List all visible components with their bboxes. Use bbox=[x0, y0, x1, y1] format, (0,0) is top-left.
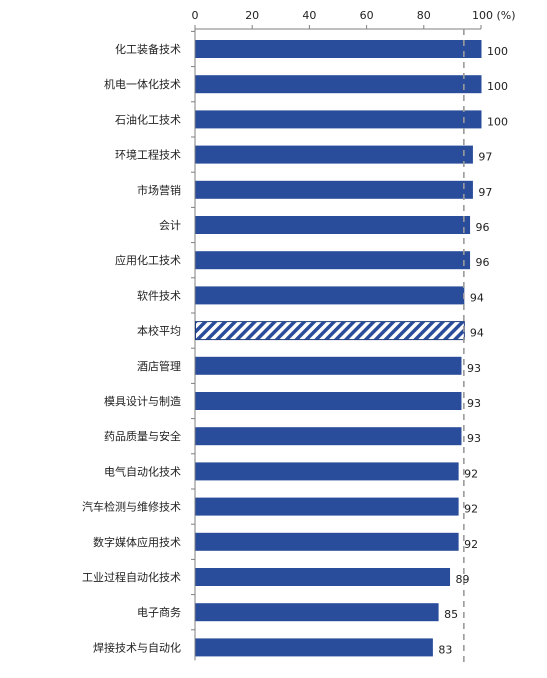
bar bbox=[195, 603, 439, 622]
value-label: 92 bbox=[464, 503, 478, 516]
category-label: 会计 bbox=[159, 219, 181, 232]
category-label: 电子商务 bbox=[137, 605, 181, 619]
category-label: 市场营销 bbox=[137, 183, 181, 197]
value-label: 97 bbox=[478, 186, 492, 199]
x-tick-label: 60 bbox=[360, 9, 374, 22]
value-label: 89 bbox=[456, 573, 470, 586]
bar-school-average bbox=[195, 321, 465, 341]
category-label: 数字媒体应用技术 bbox=[93, 535, 181, 549]
category-label: 应用化工技术 bbox=[115, 253, 181, 267]
category-label: 汽车检测与维修技术 bbox=[82, 500, 181, 514]
category-label: 环境工程技术 bbox=[115, 148, 181, 162]
value-label: 85 bbox=[444, 608, 458, 621]
bar bbox=[195, 75, 482, 94]
category-label: 模具设计与制造 bbox=[104, 394, 181, 408]
category-label: 焊接技术与自动化 bbox=[93, 640, 181, 654]
bar bbox=[195, 497, 459, 516]
value-label: 92 bbox=[464, 467, 478, 480]
value-label: 83 bbox=[438, 643, 452, 656]
category-label: 酒店管理 bbox=[137, 359, 181, 373]
x-tick-label: 80 bbox=[417, 9, 431, 22]
bar bbox=[195, 462, 459, 481]
bar bbox=[195, 427, 462, 446]
category-label: 药品质量与安全 bbox=[104, 429, 181, 443]
category-label: 软件技术 bbox=[137, 288, 181, 302]
value-label: 100 bbox=[487, 45, 508, 58]
value-label: 96 bbox=[476, 256, 490, 269]
bar bbox=[195, 216, 471, 234]
bar bbox=[195, 180, 473, 199]
value-label: 97 bbox=[478, 151, 492, 164]
value-label: 93 bbox=[467, 362, 481, 375]
bar bbox=[195, 40, 482, 58]
value-label: 94 bbox=[470, 327, 484, 340]
category-label: 电气自动化技术 bbox=[104, 464, 181, 478]
bar bbox=[195, 638, 433, 657]
value-label: 96 bbox=[476, 221, 490, 234]
value-label: 93 bbox=[467, 432, 481, 445]
x-tick-label: 0 bbox=[192, 9, 199, 22]
category-label: 石油化工技术 bbox=[115, 112, 181, 126]
value-label: 93 bbox=[467, 397, 481, 410]
labels: 化工装备技术 100 机电一体化技术 100 石油化工技术 100 环境工程技术 97 市场营销… bbox=[82, 42, 508, 656]
bar bbox=[195, 286, 465, 305]
bar bbox=[195, 251, 471, 270]
value-label: 94 bbox=[470, 291, 484, 304]
value-label: 92 bbox=[464, 538, 478, 551]
value-label: 100 bbox=[487, 115, 508, 128]
x-tick-label: 100 (%) bbox=[472, 9, 516, 22]
category-label: 机电一体化技术 bbox=[104, 77, 181, 91]
bar bbox=[195, 145, 473, 164]
category-label: 工业过程自动化技术 bbox=[82, 570, 181, 584]
bar bbox=[195, 568, 451, 586]
category-label: 化工装备技术 bbox=[115, 42, 181, 56]
bar bbox=[195, 110, 482, 129]
x-axis: 0 20 40 60 80 100 (%) bbox=[191, 9, 516, 661]
bar bbox=[195, 392, 462, 410]
bar bbox=[195, 356, 462, 375]
x-tick-label: 20 bbox=[245, 9, 259, 22]
bar bbox=[195, 532, 459, 551]
x-tick-label: 40 bbox=[302, 9, 316, 22]
bars bbox=[195, 40, 482, 657]
value-label: 100 bbox=[487, 80, 508, 93]
category-label: 本校平均 bbox=[137, 324, 181, 338]
